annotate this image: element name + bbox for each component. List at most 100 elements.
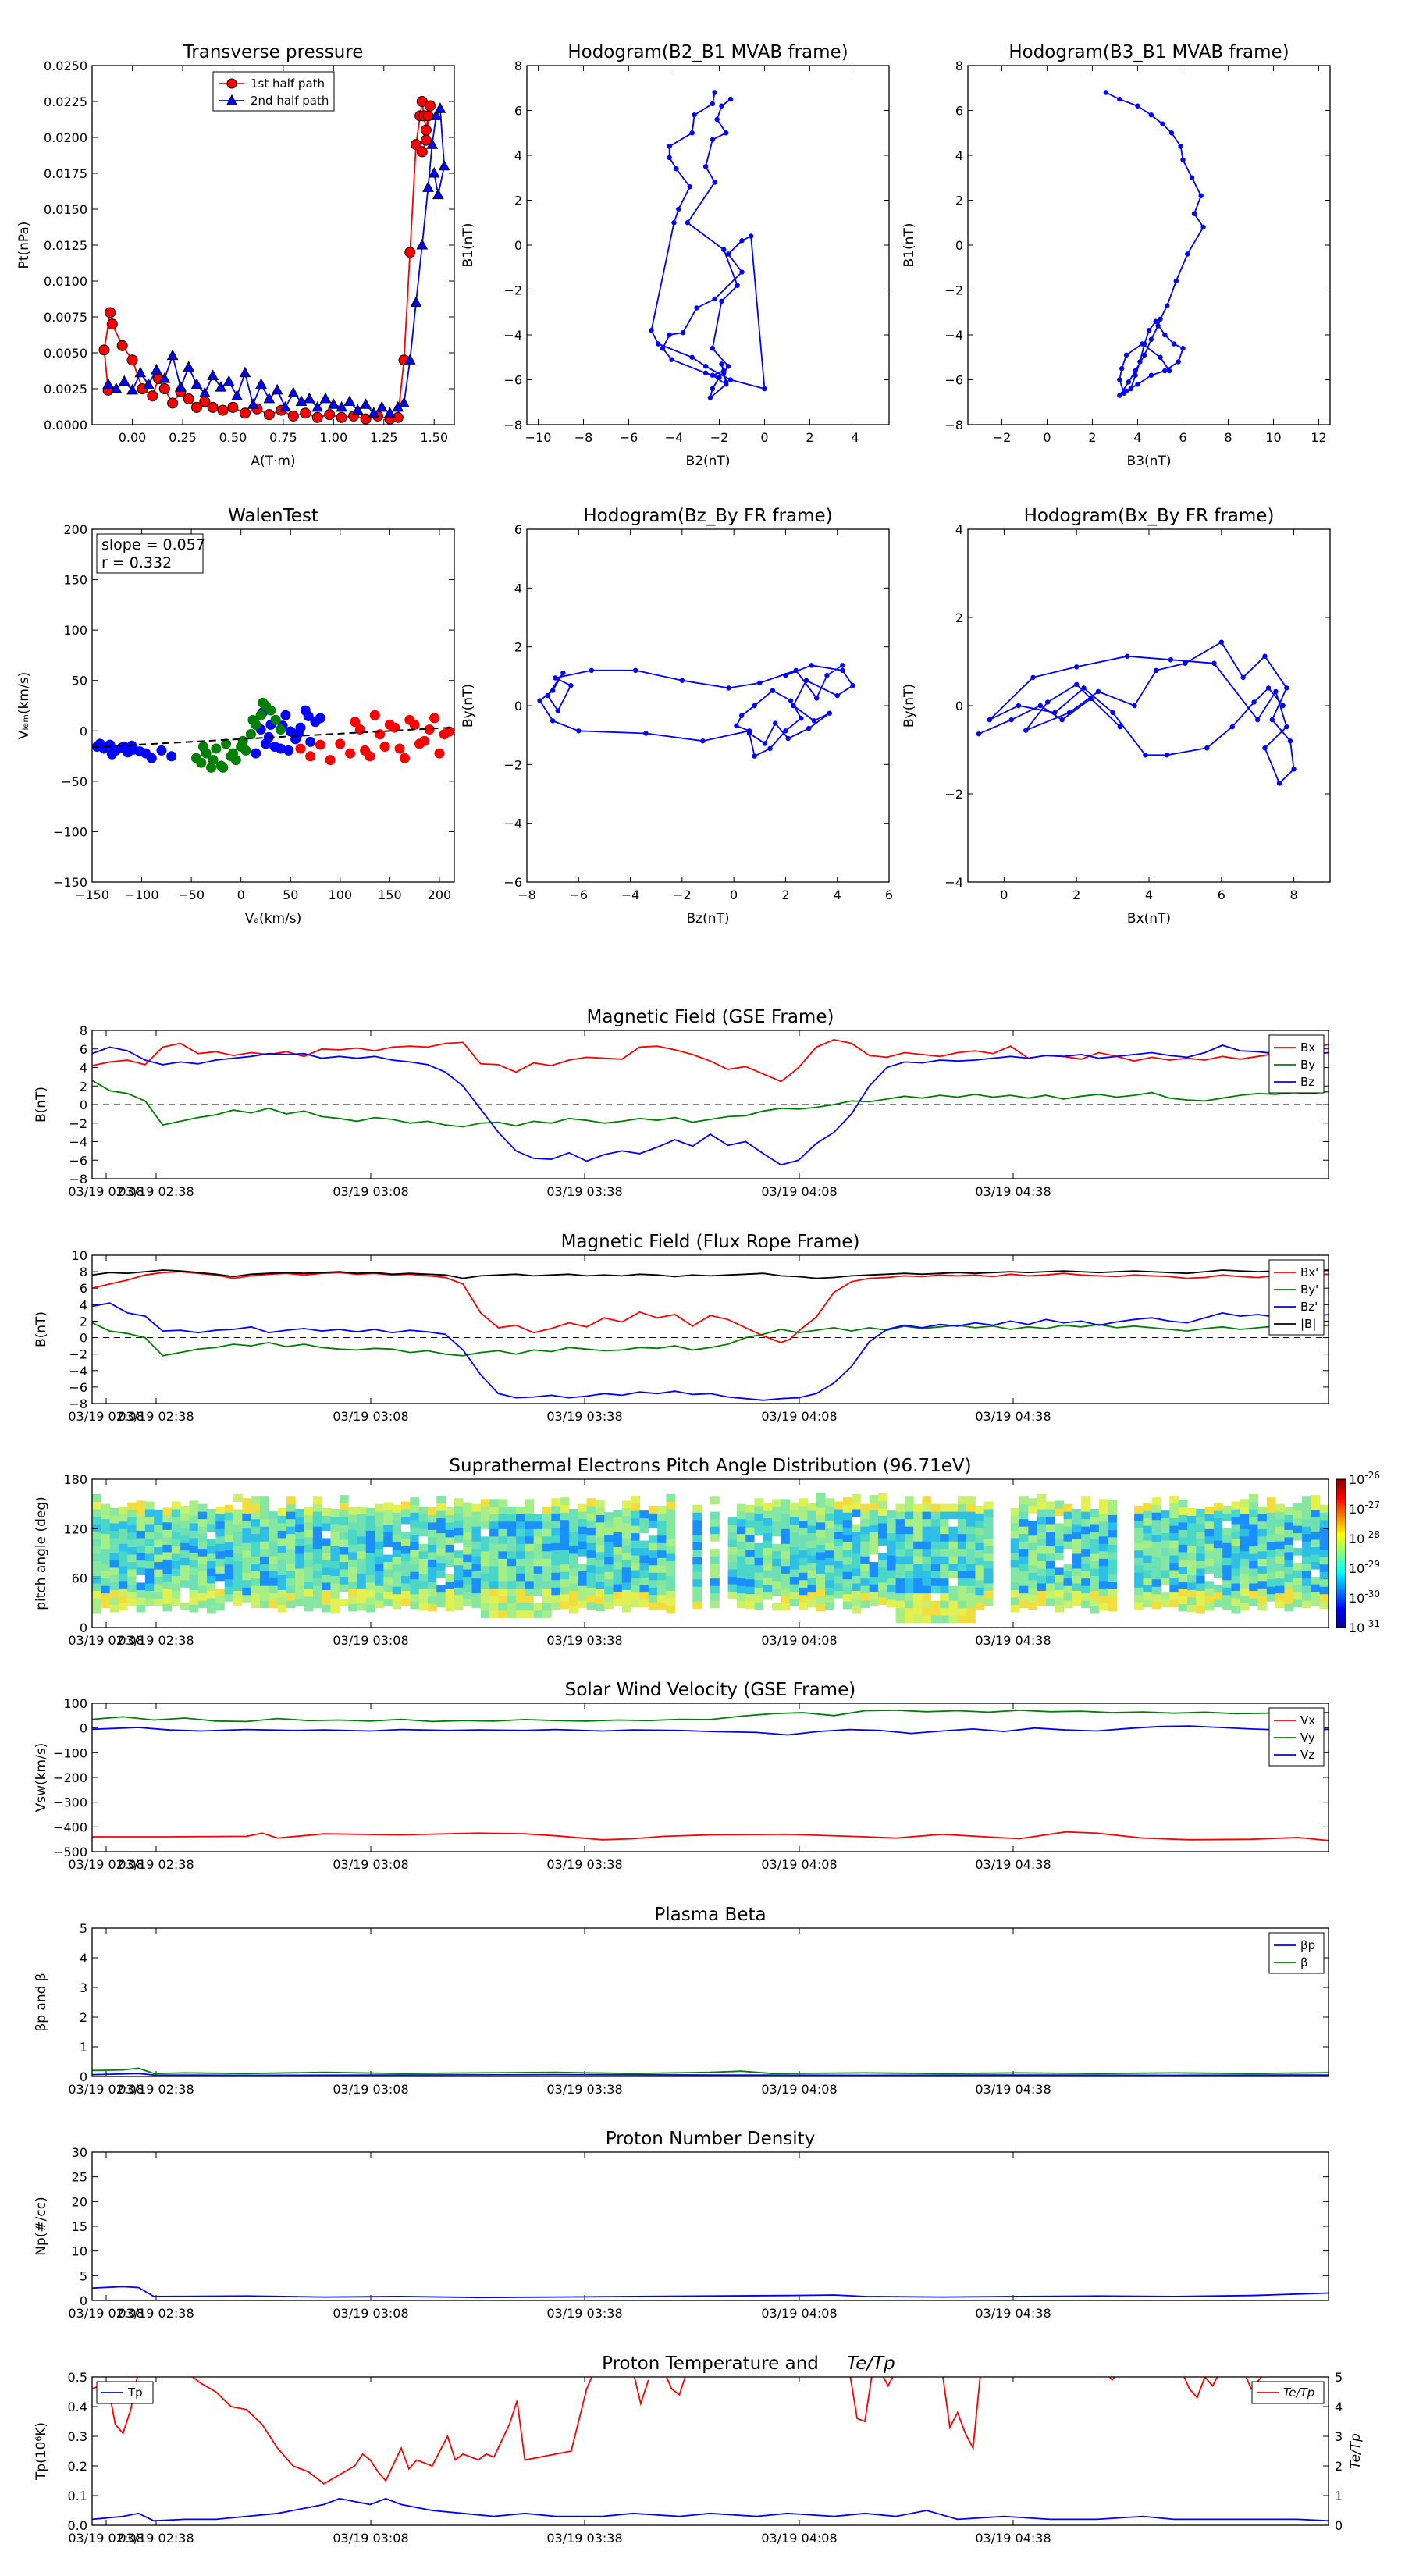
heat-cell bbox=[1134, 1520, 1144, 1528]
heat-cell bbox=[516, 1610, 525, 1618]
heat-cell bbox=[799, 1587, 808, 1596]
heat-cell bbox=[1319, 1512, 1329, 1521]
heat-cell bbox=[1081, 1518, 1091, 1527]
heat-cell bbox=[1257, 1573, 1268, 1582]
heat-cell bbox=[489, 1595, 499, 1603]
heat-cell bbox=[613, 1510, 623, 1518]
y-tick-label: 200 bbox=[63, 522, 87, 537]
heat-cell bbox=[1072, 1575, 1082, 1584]
x-tick-label: 2 bbox=[806, 430, 813, 445]
heat-cell bbox=[895, 1533, 905, 1542]
heat-cell bbox=[1037, 1553, 1047, 1561]
data-point bbox=[151, 364, 162, 375]
data-point bbox=[102, 378, 114, 389]
heat-cell bbox=[1240, 1550, 1250, 1559]
heat-cell bbox=[1151, 1512, 1161, 1521]
heat-cell bbox=[322, 1507, 331, 1516]
heat-cell bbox=[304, 1536, 314, 1545]
heat-cell bbox=[807, 1555, 817, 1564]
data-point bbox=[394, 743, 405, 754]
heat-cell bbox=[816, 1529, 826, 1538]
heat-cell bbox=[1204, 1580, 1215, 1589]
heat-cell bbox=[304, 1521, 314, 1530]
heat-cell bbox=[197, 1578, 208, 1586]
heat-cell bbox=[957, 1503, 967, 1512]
x-tick-label: 0 bbox=[1043, 430, 1051, 445]
heat-cell bbox=[525, 1558, 535, 1567]
y-axis-label: By(nT) bbox=[461, 684, 476, 728]
heat-cell bbox=[401, 1560, 411, 1569]
heat-cell bbox=[727, 1569, 738, 1578]
colorbar-tick-label: 10-28 bbox=[1349, 1529, 1380, 1546]
heat-cell bbox=[789, 1532, 799, 1540]
heat-cell bbox=[498, 1588, 508, 1596]
heat-cell bbox=[736, 1503, 746, 1512]
heat-cell bbox=[1151, 1578, 1161, 1587]
x-tick-label: 4 bbox=[834, 888, 841, 902]
hodogram-path bbox=[1105, 91, 1204, 397]
heat-cell bbox=[118, 1543, 128, 1552]
heat-cell bbox=[365, 1507, 375, 1516]
heat-cell bbox=[613, 1576, 623, 1585]
heat-cell bbox=[101, 1541, 111, 1550]
heat-cell bbox=[1196, 1531, 1206, 1539]
y-tick-label: −2 bbox=[503, 757, 522, 772]
heat-cell bbox=[1072, 1531, 1082, 1539]
heat-cell bbox=[842, 1593, 852, 1602]
heat-cell bbox=[463, 1561, 473, 1570]
y-tick-label: 0 bbox=[80, 2069, 87, 2084]
heat-cell bbox=[375, 1578, 384, 1586]
y-tick-label: 5 bbox=[80, 1921, 87, 1936]
heat-cell bbox=[1037, 1494, 1047, 1502]
heat-cell bbox=[1196, 1583, 1206, 1591]
heat-cell bbox=[560, 1564, 570, 1572]
heat-cell bbox=[1178, 1603, 1188, 1612]
heat-cell bbox=[304, 1514, 314, 1523]
heat-cell bbox=[533, 1514, 543, 1522]
heat-cell bbox=[560, 1512, 570, 1521]
heat-cell bbox=[1055, 1522, 1065, 1531]
x-tick-label: 03/19 02:08 bbox=[68, 2531, 144, 2546]
series-line-TeTp bbox=[882, 2377, 894, 2388]
heat-cell bbox=[1028, 1542, 1038, 1551]
data-point bbox=[263, 409, 275, 421]
heat-cell bbox=[1108, 1574, 1117, 1582]
heat-cell bbox=[852, 1575, 861, 1584]
heat-cell bbox=[984, 1531, 994, 1539]
heat-cell bbox=[357, 1588, 367, 1596]
x-tick-label: 03/19 03:38 bbox=[546, 2306, 622, 2321]
heat-cell bbox=[940, 1548, 949, 1557]
heat-cell bbox=[710, 1578, 720, 1586]
heat-cell bbox=[922, 1548, 932, 1557]
heat-cell bbox=[745, 1578, 756, 1587]
heat-cell bbox=[1063, 1541, 1073, 1550]
heat-cell bbox=[1045, 1568, 1055, 1576]
heat-cell bbox=[533, 1528, 543, 1537]
data-point bbox=[343, 395, 356, 407]
heat-cell bbox=[1010, 1515, 1020, 1524]
heat-cell bbox=[1161, 1540, 1170, 1549]
heat-cell bbox=[171, 1553, 181, 1561]
heat-cell bbox=[427, 1603, 437, 1612]
heat-cell bbox=[1134, 1513, 1144, 1521]
data-point bbox=[183, 393, 194, 404]
data-point bbox=[315, 713, 325, 724]
data-point bbox=[1117, 393, 1122, 398]
heat-cell bbox=[207, 1560, 216, 1569]
heat-cell bbox=[1311, 1502, 1321, 1510]
heat-cell bbox=[1169, 1517, 1179, 1526]
heat-cell bbox=[1196, 1598, 1206, 1606]
heat-cell bbox=[1302, 1541, 1311, 1550]
heat-cell bbox=[445, 1566, 455, 1574]
heat-cell bbox=[613, 1561, 623, 1570]
heat-cell bbox=[763, 1599, 773, 1608]
heat-cell bbox=[1151, 1564, 1161, 1572]
heat-cell bbox=[375, 1533, 384, 1542]
heat-cell bbox=[259, 1533, 269, 1542]
heat-cell bbox=[604, 1527, 614, 1535]
heat-cell bbox=[710, 1600, 720, 1609]
series-line bbox=[108, 106, 446, 415]
heat-cell bbox=[816, 1589, 826, 1597]
y-tick-label: 0.0250 bbox=[44, 59, 87, 73]
heat-cell bbox=[639, 1517, 649, 1526]
